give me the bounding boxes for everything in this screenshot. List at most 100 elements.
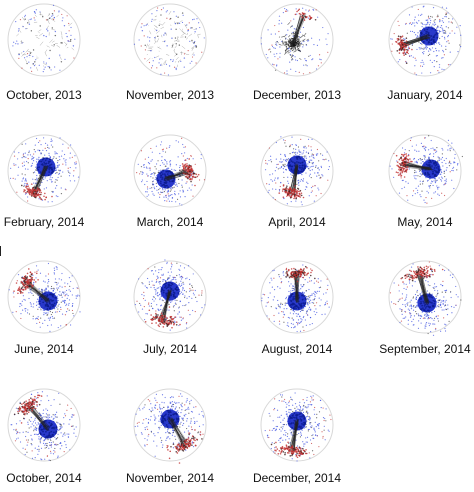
peripheral-node: [305, 9, 307, 11]
halo-node: [271, 173, 274, 175]
peripheral-node: [300, 138, 302, 141]
halo-node: [169, 194, 172, 196]
edge: [146, 54, 148, 56]
peripheral-node: [58, 278, 60, 280]
halo-node: [155, 291, 157, 293]
peripheral-node: [435, 327, 437, 330]
halo-node: [291, 144, 293, 146]
halo-node: [434, 19, 436, 21]
halo-node: [415, 34, 417, 36]
node: [60, 42, 62, 44]
halo-node: [444, 179, 446, 182]
halo-node: [417, 294, 419, 297]
peripheral-node: [164, 200, 166, 202]
peripheral-node: [273, 64, 275, 66]
peripheral-node: [44, 66, 46, 68]
peripheral-node: [296, 13, 298, 15]
halo-node: [49, 178, 51, 180]
halo-node: [302, 26, 305, 29]
halo-node: [410, 307, 413, 310]
edge: [165, 54, 170, 56]
peripheral-cluster-node: [35, 192, 37, 195]
peripheral-node: [277, 163, 279, 165]
core-node: [162, 291, 165, 294]
peripheral-node: [317, 16, 319, 18]
peripheral-node: [44, 147, 46, 149]
peripheral-node: [441, 309, 443, 311]
halo-node: [425, 323, 427, 325]
halo-node: [419, 194, 421, 196]
core-node: [156, 177, 159, 180]
halo-node: [320, 176, 322, 178]
halo-node: [57, 195, 59, 198]
edge: [52, 40, 55, 43]
halo-node: [56, 162, 59, 164]
halo-node: [176, 274, 178, 277]
panel-boundary-circle: [260, 260, 334, 334]
halo-node: [65, 289, 68, 292]
peripheral-cluster-node: [169, 320, 172, 323]
peripheral-cluster-node: [304, 271, 306, 274]
peripheral-node: [451, 30, 453, 32]
halo-node: [316, 290, 318, 292]
peripheral-node: [31, 70, 33, 72]
peripheral-node: [273, 320, 275, 322]
core-node: [427, 174, 429, 176]
peripheral-cluster-node: [400, 42, 403, 44]
halo-node: [173, 186, 175, 188]
peripheral-node: [452, 273, 454, 275]
halo-node: [411, 285, 413, 287]
peripheral-node: [438, 71, 440, 73]
peripheral-node: [423, 148, 425, 150]
halo-node: [425, 146, 427, 148]
halo-node: [50, 324, 53, 326]
peripheral-node: [146, 313, 149, 315]
peripheral-cluster-node: [29, 278, 32, 281]
core-node: [293, 305, 296, 308]
peripheral-node: [148, 305, 150, 307]
core-node: [46, 308, 49, 311]
halo-node: [151, 173, 153, 175]
network-panel: [7, 3, 81, 77]
halo-node: [299, 180, 301, 182]
peripheral-node: [326, 278, 328, 280]
core-node: [303, 295, 306, 297]
peripheral-cluster-node: [179, 323, 181, 326]
edge: [186, 37, 189, 40]
core-node: [161, 178, 164, 181]
halo-node: [413, 19, 416, 21]
edge: [179, 28, 184, 33]
peripheral-cluster-node: [282, 188, 285, 191]
halo-node: [154, 172, 156, 174]
halo-node: [309, 156, 311, 158]
halo-node: [64, 299, 66, 301]
halo-node: [153, 194, 155, 196]
peripheral-cluster-node: [30, 194, 33, 196]
halo-node: [45, 312, 48, 314]
edge: [401, 165, 430, 171]
peripheral-node: [277, 58, 279, 60]
node: [34, 61, 36, 63]
edge: [175, 40, 180, 42]
peripheral-node: [318, 287, 320, 289]
halo-node: [307, 167, 310, 169]
edge: [161, 292, 169, 322]
peripheral-node: [175, 140, 177, 142]
peripheral-node: [309, 72, 311, 74]
halo-node: [289, 61, 291, 63]
halo-node: [23, 298, 25, 301]
core-node: [298, 164, 301, 167]
network-panel: [388, 260, 462, 336]
halo-node: [423, 47, 425, 49]
peripheral-cluster-node: [161, 317, 164, 320]
halo-node: [449, 51, 451, 53]
node: [48, 17, 51, 20]
core-node: [296, 158, 299, 160]
peripheral-cluster-node: [172, 321, 175, 324]
halo-node: [299, 36, 301, 38]
halo-node: [282, 164, 284, 166]
halo-node: [440, 180, 443, 182]
core-node: [301, 161, 304, 164]
halo-node: [185, 278, 187, 280]
halo-node: [46, 144, 49, 146]
